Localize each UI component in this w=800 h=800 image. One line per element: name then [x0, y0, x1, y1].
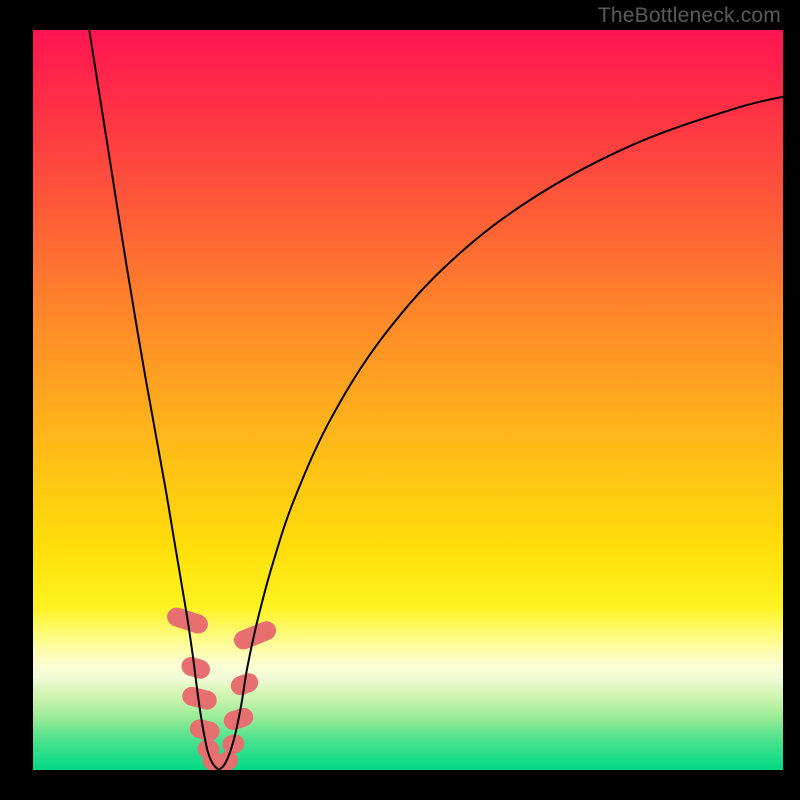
curve-left-branch — [89, 30, 219, 770]
watermark-text: TheBottleneck.com — [598, 4, 781, 28]
plot-area — [33, 30, 783, 770]
curve-right-branch — [219, 97, 783, 770]
curve-layer — [33, 30, 783, 770]
marker-group — [165, 605, 279, 770]
